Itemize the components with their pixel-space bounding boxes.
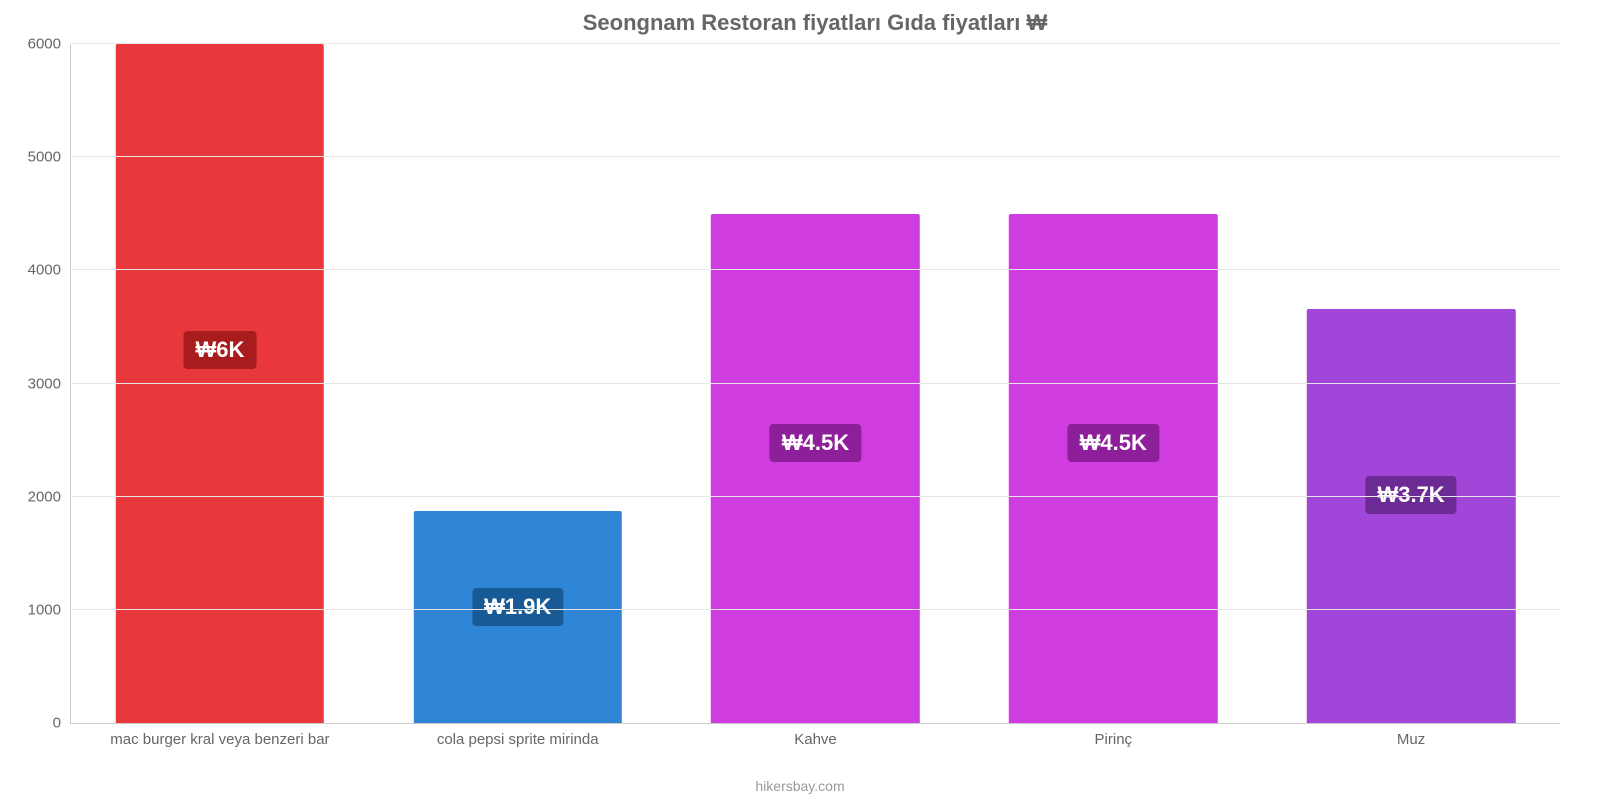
y-tick-label: 2000 (28, 488, 71, 505)
bar-slot: ₩4.5K (964, 44, 1262, 723)
bar-slot: ₩6K (71, 44, 369, 723)
bar-slot: ₩1.9K (369, 44, 667, 723)
bar (116, 44, 324, 723)
plot-area: ₩6K₩1.9K₩4.5K₩4.5K₩3.7K mac burger kral … (70, 44, 1560, 724)
chart-container: Seongnam Restoran fiyatları Gıda fiyatla… (0, 0, 1600, 800)
bar-slot: ₩4.5K (667, 44, 965, 723)
value-badge: ₩4.5K (770, 424, 861, 462)
value-badge: ₩6K (183, 331, 256, 369)
gridline (71, 609, 1560, 610)
y-tick-label: 3000 (28, 375, 71, 392)
gridline (71, 43, 1560, 44)
bar-slot: ₩3.7K (1262, 44, 1560, 723)
x-tick-label: Muz (1262, 731, 1560, 748)
bar (1307, 309, 1515, 723)
x-tick-label: Kahve (667, 731, 965, 748)
value-badge: ₩4.5K (1068, 424, 1159, 462)
y-tick-label: 1000 (28, 601, 71, 618)
bars-row: ₩6K ₩1.9K ₩4.5K ₩4.5K ₩3.7K (71, 44, 1560, 723)
x-axis-labels: mac burger kral veya benzeri barcola pep… (71, 723, 1560, 748)
x-tick-label: cola pepsi sprite mirinda (369, 731, 667, 748)
gridline (71, 156, 1560, 157)
chart-title: Seongnam Restoran fiyatları Gıda fiyatla… (70, 10, 1560, 36)
y-tick-label: 5000 (28, 149, 71, 166)
x-tick-label: Pirinç (964, 731, 1262, 748)
y-tick-label: 4000 (28, 262, 71, 279)
bar (1009, 214, 1217, 723)
bar (711, 214, 919, 723)
value-badge: ₩1.9K (472, 588, 563, 626)
footer-credit: hikersbay.com (0, 778, 1600, 794)
gridline (71, 383, 1560, 384)
y-tick-label: 0 (53, 715, 71, 732)
gridline (71, 496, 1560, 497)
y-tick-label: 6000 (28, 36, 71, 53)
x-tick-label: mac burger kral veya benzeri bar (71, 731, 369, 748)
gridline (71, 269, 1560, 270)
